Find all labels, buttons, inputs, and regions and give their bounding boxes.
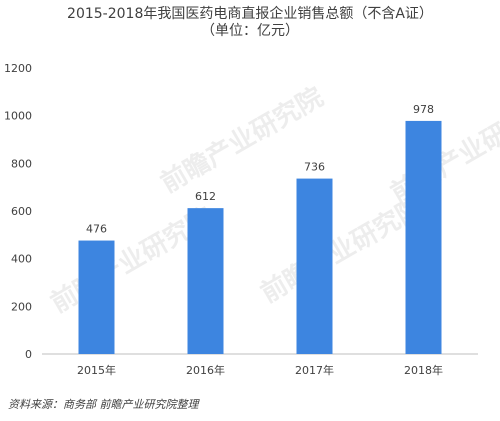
y-tick-label: 1000 [4, 110, 32, 123]
chart-title-block: 2015-2018年我国医药电商直报企业销售总额（不含A证） （单位：亿元） [0, 6, 500, 40]
y-tick-label: 400 [11, 253, 32, 266]
y-tick-label: 800 [11, 157, 32, 170]
bar [296, 178, 333, 354]
chart-subtitle: （单位：亿元） [201, 23, 299, 39]
data-label: 736 [304, 161, 325, 174]
x-tick-label: 2015年 [77, 363, 116, 377]
data-label: 978 [413, 103, 434, 116]
data-label: 476 [86, 223, 107, 236]
y-tick-label: 600 [11, 205, 32, 218]
x-tick-label: 2018年 [404, 363, 443, 377]
chart-title: 2015-2018年我国医药电商直报企业销售总额（不含A证） [67, 6, 433, 22]
y-tick-label: 1200 [4, 62, 32, 75]
data-label: 612 [195, 190, 216, 203]
x-tick-label: 2016年 [186, 363, 225, 377]
bar [78, 240, 115, 354]
y-tick-label: 200 [11, 300, 32, 313]
bar [405, 120, 442, 354]
x-tick-label: 2017年 [295, 363, 334, 377]
bar [187, 208, 224, 354]
source-note: 资料来源：商务部 前瞻产业研究院整理 [8, 398, 199, 411]
y-tick-label: 0 [25, 348, 32, 361]
